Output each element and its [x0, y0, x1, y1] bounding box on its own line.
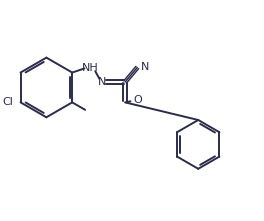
Text: O: O — [133, 95, 142, 105]
Text: N: N — [98, 77, 106, 87]
Text: NH: NH — [82, 63, 98, 73]
Text: Cl: Cl — [2, 97, 13, 107]
Text: N: N — [141, 62, 149, 72]
